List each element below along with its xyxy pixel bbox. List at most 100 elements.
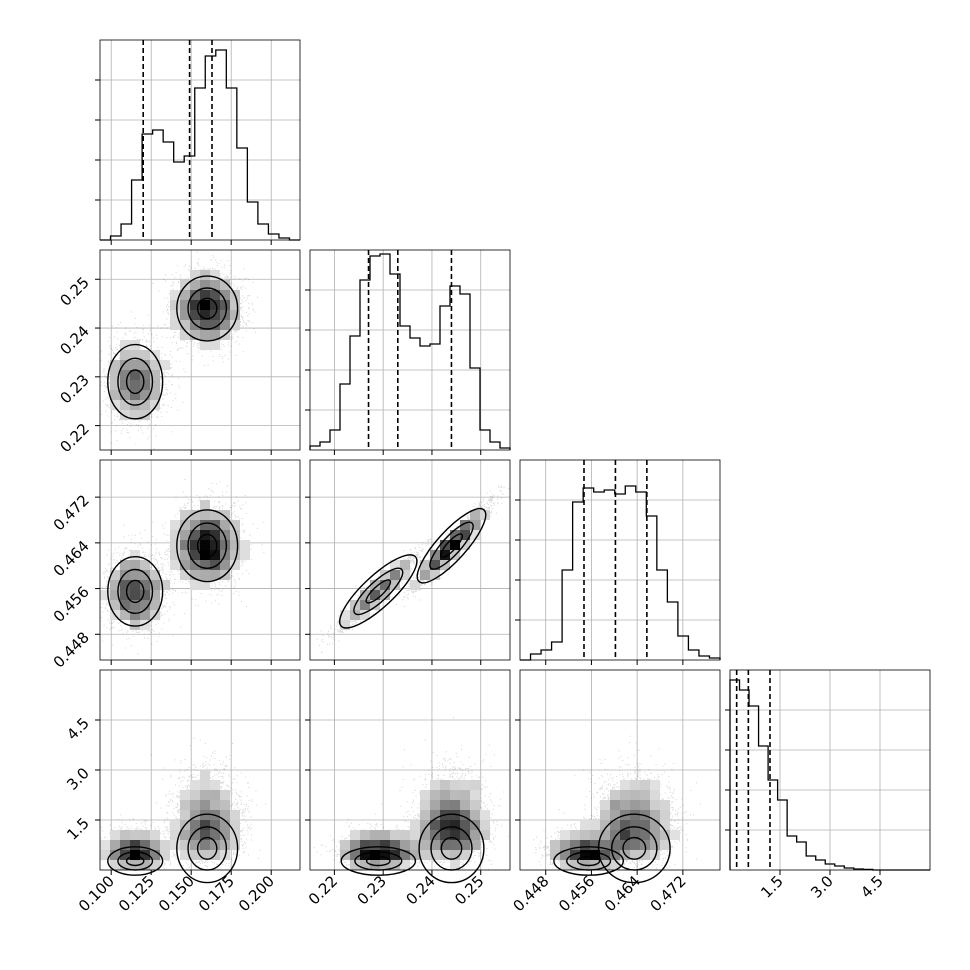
density-cell: [220, 790, 230, 800]
density-cell: [150, 390, 160, 400]
density-cell: [140, 620, 150, 630]
density-cell: [180, 300, 190, 310]
density-cell: [650, 810, 660, 820]
density-cell: [190, 840, 200, 850]
contour-line: [176, 813, 239, 884]
density-cell: [370, 580, 380, 590]
density-cell: [360, 600, 370, 610]
density-cell: [230, 300, 240, 310]
density-cell: [210, 780, 220, 790]
density-cell: [460, 840, 470, 850]
density-cell: [200, 560, 210, 570]
density-cell: [210, 560, 220, 570]
density-cell: [180, 520, 190, 530]
density-cell: [190, 310, 200, 320]
density-cell: [460, 800, 470, 810]
density-cell: [610, 790, 620, 800]
density-cell: [120, 380, 130, 390]
density-cell: [150, 830, 160, 840]
density-cell: [380, 590, 390, 600]
density-cell: [420, 850, 430, 860]
density-cell: [560, 830, 570, 840]
density-cell: [110, 360, 120, 370]
density-cell: [350, 860, 360, 870]
density-cell: [140, 380, 150, 390]
density-cell: [110, 860, 120, 870]
density-cell: [180, 790, 190, 800]
density-cell: [210, 510, 220, 520]
density-cell: [470, 510, 480, 520]
density-cell: [210, 530, 220, 540]
density-cell: [380, 830, 390, 840]
density-cell: [450, 860, 460, 870]
density-cell: [230, 540, 240, 550]
density-cell: [430, 780, 440, 790]
density-cell: [200, 820, 210, 830]
y-tick-label: 0.464: [50, 537, 93, 580]
density-cell: [150, 570, 160, 580]
density-cell: [130, 550, 140, 560]
density-cell: [600, 800, 610, 810]
density-cell: [150, 850, 160, 860]
density-cell: [190, 790, 200, 800]
density-cell: [190, 560, 200, 570]
contour-line: [440, 836, 463, 860]
density-cell: [170, 830, 180, 840]
density-cell: [440, 850, 450, 860]
density-cell: [430, 800, 440, 810]
density-cell: [460, 830, 470, 840]
density-cell: [620, 780, 630, 790]
density-cell: [200, 310, 210, 320]
contour-line: [117, 568, 154, 614]
density-cell: [220, 800, 230, 810]
density-cell: [670, 830, 680, 840]
density-cell: [360, 610, 370, 620]
density-cell: [370, 840, 380, 850]
contour-line: [107, 556, 164, 627]
density-cell: [630, 830, 640, 840]
density-cell: [580, 830, 590, 840]
density-cell: [430, 810, 440, 820]
density-cell: [190, 280, 200, 290]
density-cell: [190, 330, 200, 340]
density-cell: [440, 790, 450, 800]
density-cell: [470, 790, 480, 800]
contour-line: [107, 343, 164, 420]
density-cell: [470, 800, 480, 810]
density-cell: [220, 530, 230, 540]
contour-line: [196, 533, 218, 558]
density-cell: [220, 280, 230, 290]
density-cell: [370, 850, 380, 860]
density-cell: [190, 820, 200, 830]
density-cell: [150, 840, 160, 850]
y-tick-label: 0.24: [56, 322, 92, 358]
density-cell: [210, 290, 220, 300]
density-cell: [190, 800, 200, 810]
density-cell: [460, 530, 470, 540]
density-cell: [200, 550, 210, 560]
density-cell: [610, 840, 620, 850]
density-frame-1-0: [99, 249, 301, 451]
density-cell: [430, 560, 440, 570]
density-cell: [650, 830, 660, 840]
density-cell: [130, 620, 140, 630]
density-cell: [650, 780, 660, 790]
density-cell: [410, 840, 420, 850]
density-cell: [120, 860, 130, 870]
contour-line: [416, 507, 487, 584]
density-cell: [560, 860, 570, 870]
density-cell: [240, 540, 250, 550]
density-cell: [220, 820, 230, 830]
histogram-panel-1: [309, 249, 511, 451]
density-cell: [450, 850, 460, 860]
density-cell: [120, 410, 130, 420]
density-cell: [360, 590, 370, 600]
density-cell: [130, 410, 140, 420]
density-cell: [170, 300, 180, 310]
contour-line: [176, 275, 239, 342]
density-cell: [360, 850, 370, 860]
density-cell: [170, 520, 180, 530]
density-cell: [390, 580, 400, 590]
density-cell: [140, 830, 150, 840]
density-cell: [410, 820, 420, 830]
